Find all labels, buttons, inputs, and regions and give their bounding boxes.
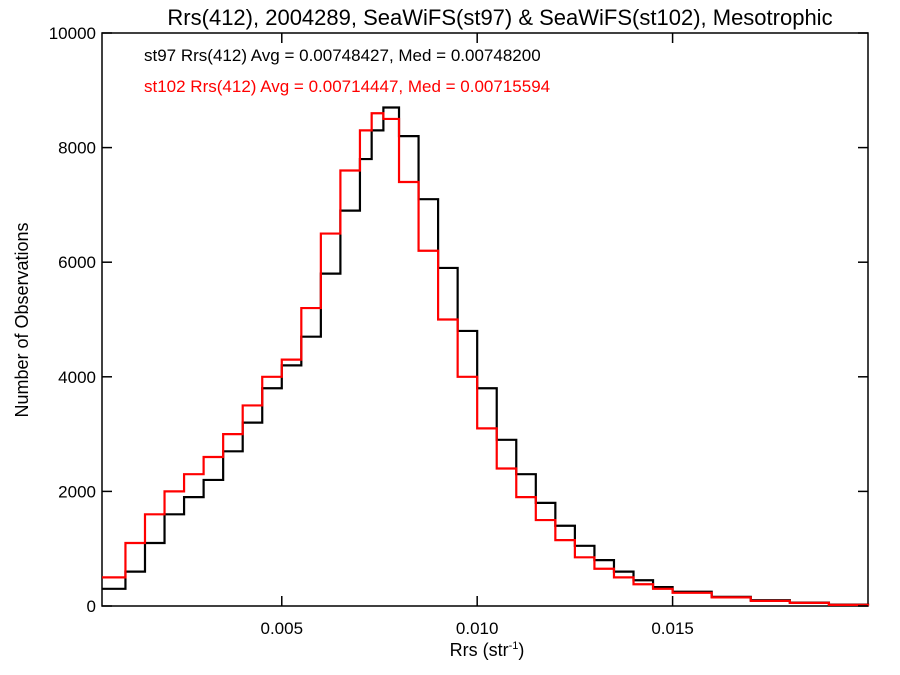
annotation-st97: st97 Rrs(412) Avg = 0.00748427, Med = 0.… <box>144 46 541 65</box>
series-layer <box>102 106 870 606</box>
chart-title: Rrs(412), 2004289, SeaWiFS(st97) & SeaWi… <box>167 5 832 30</box>
x-axis-ticks: 0.005 0.010 0.015 <box>261 33 694 638</box>
y-tick-label: 0 <box>87 597 96 616</box>
series-line-1 <box>102 112 870 606</box>
y-axis-ticks: 0 2000 4000 6000 8000 10000 <box>49 24 868 616</box>
x-tick-label: 0.010 <box>456 619 499 638</box>
y-tick-label: 4000 <box>58 368 96 387</box>
x-axis-label: Rrs (str-1) <box>450 640 525 660</box>
annotation-st102: st102 Rrs(412) Avg = 0.00714447, Med = 0… <box>144 77 550 96</box>
x-tick-label: 0.005 <box>261 619 304 638</box>
plot-area: 0.005 0.010 0.015 0 2000 4000 6000 8000 10000 <box>49 24 870 638</box>
x-axis-label-main: Rrs (str <box>450 640 509 660</box>
y-tick-label: 6000 <box>58 253 96 272</box>
x-tick-label: 0.015 <box>651 619 694 638</box>
x-axis-label-sup: -1 <box>509 640 519 652</box>
plot-frame <box>101 32 869 607</box>
y-axis-label: Number of Observations <box>12 222 32 417</box>
y-tick-label: 2000 <box>58 482 96 501</box>
y-tick-label: 8000 <box>58 139 96 158</box>
series-line-0 <box>102 106 870 606</box>
y-tick-label: 10000 <box>49 24 96 43</box>
x-axis-label-suffix: ) <box>518 640 524 660</box>
